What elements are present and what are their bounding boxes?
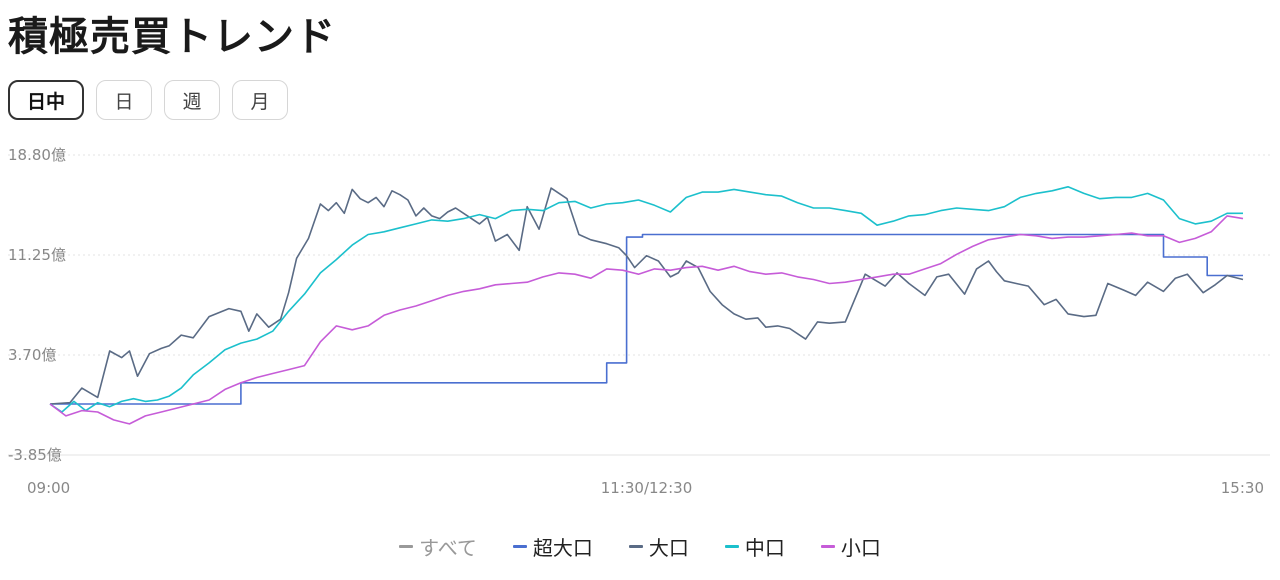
legend-swatch — [724, 545, 739, 548]
legend-label: 大口 — [648, 536, 689, 560]
chart-legend: すべて 超大口 大口 中口 小口 — [0, 532, 1280, 561]
chart-series — [49, 186, 1244, 425]
period-tabs: 日中 日 週 月 — [8, 80, 288, 120]
legend-label: 小口 — [840, 536, 881, 560]
legend-label: 中口 — [744, 536, 785, 560]
legend-item[interactable]: 大口 — [628, 532, 689, 561]
page-title: 積極売買トレンド — [8, 14, 336, 60]
legend-swatch — [512, 545, 527, 548]
series-line — [49, 186, 1243, 413]
tab-week[interactable]: 週 — [164, 80, 220, 120]
x-axis-labels: 09:00 11:30/12:30 15:30 — [27, 479, 1264, 497]
y-axis-labels: 18.80億 11.25億 3.70億 -3.85億 — [8, 146, 66, 464]
trend-chart: 18.80億 11.25億 3.70億 -3.85億 09:00 11:30/12:30… — [8, 146, 1270, 497]
series-line — [50, 233, 1243, 405]
series-line — [49, 215, 1244, 425]
legend-item[interactable]: 小口 — [820, 532, 881, 561]
legend-swatch — [820, 545, 835, 548]
y-tick-label: -3.85億 — [8, 446, 62, 464]
legend-label: すべて — [419, 536, 477, 560]
y-tick-label: 3.70億 — [8, 346, 56, 364]
x-tick-label: 09:00 — [27, 479, 70, 497]
legend-item[interactable]: すべて — [399, 532, 477, 561]
y-tick-label: 18.80億 — [8, 146, 66, 164]
tab-intraday[interactable]: 日中 — [8, 80, 84, 120]
x-tick-label: 15:30 — [1221, 479, 1264, 497]
y-tick-label: 11.25億 — [8, 246, 66, 264]
x-tick-label: 11:30/12:30 — [601, 479, 693, 497]
legend-item[interactable]: 超大口 — [512, 532, 593, 561]
tab-month[interactable]: 月 — [232, 80, 288, 120]
series-line — [49, 187, 1244, 405]
legend-label: 超大口 — [532, 536, 593, 560]
tab-day[interactable]: 日 — [96, 80, 152, 120]
legend-swatch — [628, 545, 643, 548]
legend-swatch — [399, 545, 414, 548]
legend-item[interactable]: 中口 — [724, 532, 785, 561]
